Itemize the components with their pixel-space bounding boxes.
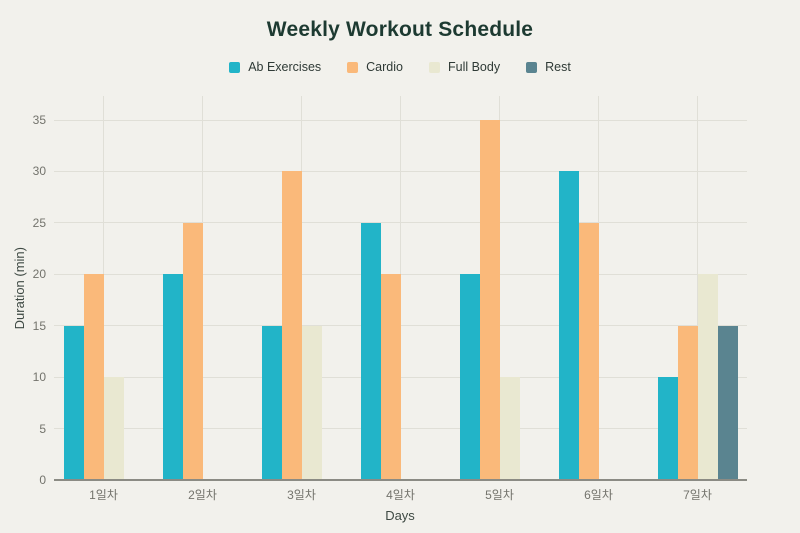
grid-line-h	[54, 325, 747, 327]
x-tick-label: 7일차	[683, 488, 712, 502]
grid-line-v	[202, 96, 203, 480]
bar-cardio-5-	[479, 120, 500, 480]
grid-line-h	[54, 222, 747, 224]
bar-ab-exercises-2-	[162, 274, 183, 480]
legend-item-ab-exercises[interactable]: Ab Exercises	[229, 60, 321, 74]
legend-label: Full Body	[447, 60, 501, 74]
legend: Ab Exercises Cardio Full Body Rest	[0, 60, 800, 74]
y-tick-label: 15	[32, 318, 46, 333]
x-tick-label: 6일차	[584, 488, 613, 502]
y-axis-title: Duration (min)	[11, 246, 27, 330]
x-tick-label: 1일차	[89, 488, 118, 502]
grid-line-v	[103, 96, 104, 480]
bar-cardio-3-	[281, 171, 302, 480]
bar-cardio-4-	[380, 274, 401, 480]
x-axis-line	[54, 479, 747, 481]
grid-line-h	[54, 428, 747, 430]
y-tick-label: 25	[32, 215, 46, 230]
bar-full-body-7-	[697, 274, 718, 480]
y-tick-label: 0	[39, 473, 46, 487]
bar-full-body-5-	[499, 377, 520, 480]
bar-ab-exercises-3-	[261, 325, 282, 480]
x-tick-label: 2일차	[188, 488, 217, 502]
y-tick-label: 5	[39, 421, 46, 436]
bar-cardio-7-	[677, 325, 698, 480]
legend-swatch-rest	[526, 61, 538, 73]
grid-line-v	[400, 96, 401, 480]
bar-cardio-1-	[83, 274, 104, 480]
legend-item-cardio[interactable]: Cardio	[347, 60, 403, 74]
bar-ab-exercises-6-	[558, 171, 579, 480]
bar-ab-exercises-5-	[459, 274, 480, 480]
grid-line-v	[598, 96, 599, 480]
bar-ab-exercises-7-	[657, 377, 678, 480]
chart-title: Weekly Workout Schedule	[266, 18, 534, 41]
y-tick-label: 10	[32, 370, 46, 385]
legend-item-full-body[interactable]: Full Body	[428, 60, 501, 74]
legend-item-rest[interactable]: Rest	[526, 60, 571, 74]
x-axis-title: Days	[385, 508, 415, 523]
y-tick-label: 35	[32, 113, 46, 127]
bar-full-body-1-	[103, 377, 124, 480]
bar-cardio-2-	[182, 222, 203, 480]
legend-swatch-full-body	[428, 61, 440, 73]
bar-full-body-3-	[301, 325, 322, 480]
y-axis-title-wrap: Duration (min)	[8, 96, 30, 480]
legend-swatch-cardio	[347, 61, 359, 73]
legend-label: Cardio	[366, 60, 403, 74]
grid-line-h	[54, 273, 747, 275]
y-tick-label: 30	[32, 164, 46, 179]
legend-label: Rest	[545, 60, 571, 74]
y-tick-label: 20	[32, 267, 46, 282]
bar-ab-exercises-1-	[63, 325, 84, 480]
bar-rest-7-	[717, 325, 738, 480]
legend-swatch-ab-exercises	[229, 61, 241, 73]
grid-line-h	[54, 119, 747, 121]
bar-ab-exercises-4-	[360, 222, 381, 480]
x-tick-label: 3일차	[287, 488, 316, 502]
grid-line-h	[54, 376, 747, 378]
grid-line-v	[499, 96, 500, 480]
x-tick-label: 5일차	[485, 488, 514, 502]
grid-line-v	[301, 96, 302, 480]
x-tick-label: 4일차	[386, 488, 415, 502]
legend-label: Ab Exercises	[248, 60, 322, 74]
grid-line-h	[54, 170, 747, 172]
bar-cardio-6-	[578, 222, 599, 480]
